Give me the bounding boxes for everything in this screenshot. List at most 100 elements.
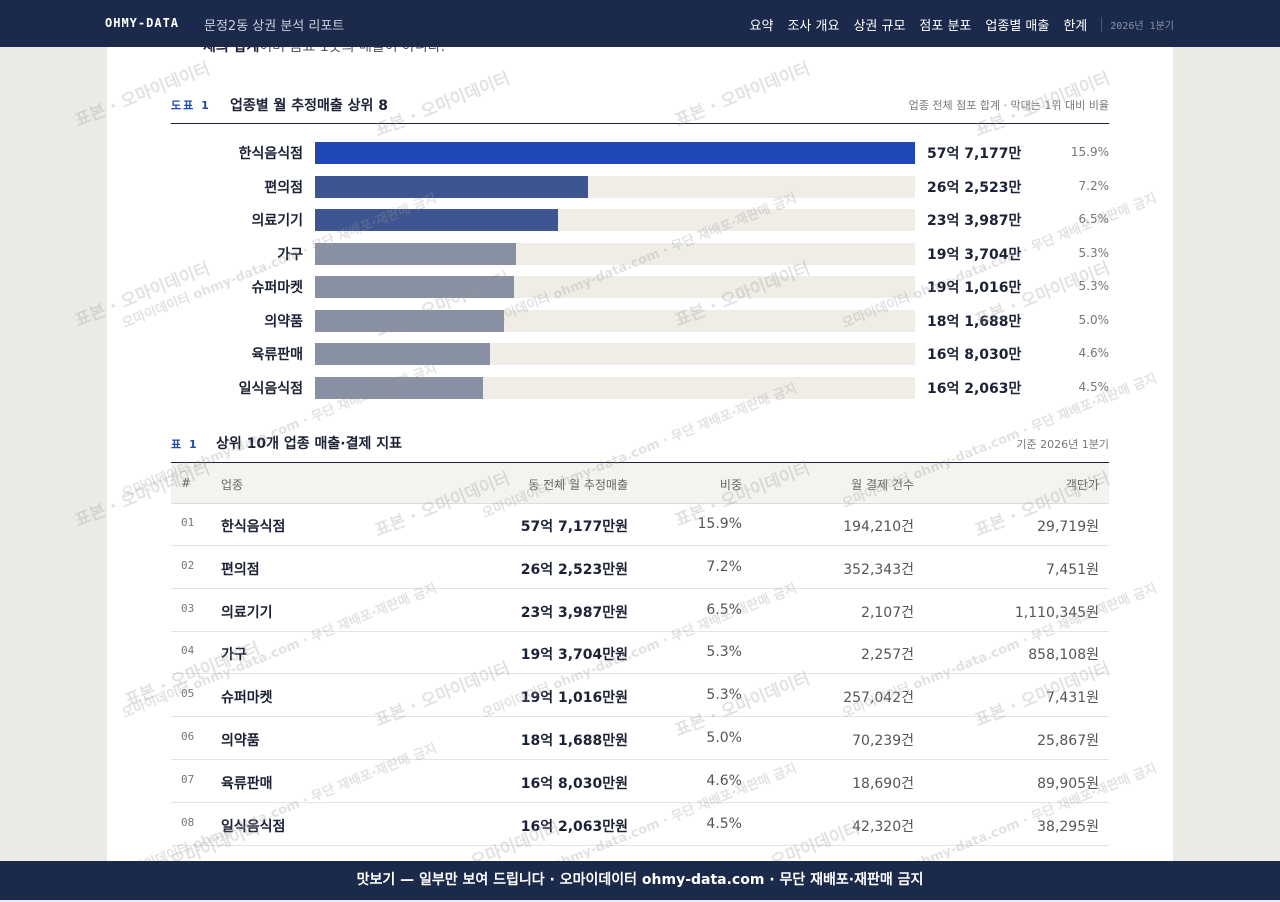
- nav-link[interactable]: 요약: [749, 19, 774, 34]
- bar-value: 16억 2,063만: [927, 380, 1022, 397]
- bar-share: 5.0%: [1078, 312, 1110, 327]
- table-note: 기준 2026년 1분기: [1016, 438, 1109, 451]
- table-row: [171, 503, 1109, 546]
- table-cell: 16억 8,030만원: [520, 775, 628, 792]
- nav-link[interactable]: 조사 개요: [787, 19, 840, 34]
- table-cell: 1,110,345원: [1014, 604, 1099, 621]
- table-cell: 19억 1,016만원: [520, 690, 628, 707]
- table-cell: 7.2%: [706, 558, 742, 575]
- bar: [315, 242, 517, 265]
- table-cell: 08: [181, 815, 195, 829]
- table-cell: 5.0%: [706, 730, 742, 746]
- table-cell: 육류판매: [221, 775, 273, 792]
- table-title: 상위 10개 업종 매출·결제 지표: [216, 436, 402, 452]
- table-cell: 29,719원: [1037, 519, 1099, 535]
- table-cell: 2,257건: [861, 647, 914, 664]
- bar-share: 15.9%: [1070, 145, 1109, 159]
- table-cell: 가구: [221, 647, 247, 664]
- bar-share: 5.3%: [1078, 279, 1110, 293]
- table-cell: 슈퍼마켓: [221, 690, 273, 707]
- table-cell: 7,431원: [1046, 690, 1099, 707]
- table-cell: 57억 7,177만원: [520, 519, 628, 535]
- table-row: [171, 674, 1109, 718]
- table-cell: 03: [181, 601, 195, 615]
- table-cell: 352,343건: [843, 561, 914, 578]
- table-cell: 04: [181, 644, 195, 658]
- bar-share: 5.3%: [1078, 245, 1110, 260]
- bar-value: 19억 1,016만: [927, 280, 1022, 296]
- bar-label: 슈퍼마켓: [251, 280, 303, 296]
- table-cell: 70,239건: [852, 733, 914, 749]
- report-title: 문정2동 상권 분석 리포트: [204, 19, 345, 34]
- table-cell: 18,690건: [852, 775, 914, 792]
- bar-value: 18억 1,688만: [927, 313, 1022, 330]
- table-cell: 06: [181, 730, 195, 743]
- table-header: 객단가: [1065, 478, 1099, 492]
- table-cell: 07: [181, 772, 195, 786]
- bar-label: 한식음식점: [238, 146, 303, 162]
- table-cell: 42,320건: [852, 818, 914, 835]
- table-row: [171, 589, 1109, 632]
- bar: [315, 276, 514, 298]
- bar: [315, 309, 504, 332]
- bar-value: 26억 2,523만: [927, 179, 1022, 196]
- table-header-row: [171, 463, 1109, 504]
- nav-link[interactable]: 업종별 매출: [985, 19, 1050, 34]
- table-cell: 23억 3,987만원: [520, 604, 628, 621]
- footer: 맛보기 — 일부만 보여 드립니다 · 오마이데이터 ohmy-data.com…: [0, 861, 1280, 900]
- bar-label: 가구: [277, 246, 303, 263]
- table-cell: 5.3%: [706, 644, 742, 661]
- bar-label: 육류판매: [251, 347, 303, 363]
- table-cell: 26억 2,523만원: [520, 561, 628, 578]
- table-cell: 의료기기: [221, 604, 273, 621]
- bar-value: 57억 7,177만: [927, 146, 1022, 162]
- bar-label: 의약품: [264, 313, 303, 330]
- nav-links: 요약 조사 개요 상권 규모 점포 분포 업종별 매출 한계 2026년 1분기: [750, 15, 1174, 34]
- bar-label: 의료기기: [251, 213, 303, 229]
- table-row: [171, 717, 1109, 760]
- table-cell: 89,905원: [1037, 775, 1099, 792]
- bar-share: 4.5%: [1078, 379, 1110, 394]
- bar-label: 일식음식점: [238, 380, 303, 397]
- table-cell: 4.6%: [706, 772, 742, 789]
- table-header: 업종: [221, 478, 244, 492]
- table-cell: 의약품: [221, 733, 260, 749]
- chart-title: 업종별 월 추정매출 상위 8: [230, 98, 389, 114]
- table-cell: 38,295원: [1037, 818, 1099, 835]
- nav-link[interactable]: 상권 규모: [853, 19, 906, 34]
- table-header: 비중: [719, 478, 742, 492]
- nav-link[interactable]: 한계: [1063, 19, 1088, 34]
- period: 2026년 1분기: [1101, 17, 1174, 32]
- table-cell: 편의점: [221, 561, 260, 578]
- table-header: 월 결제 건수: [851, 478, 914, 492]
- bar-value: 19억 3,704만: [927, 246, 1022, 263]
- rule: [171, 462, 1109, 463]
- table-cell: 02: [181, 558, 195, 572]
- bar-share: 6.5%: [1078, 212, 1110, 226]
- table-cell: 05: [181, 687, 195, 701]
- table-row: [171, 803, 1109, 846]
- brand[interactable]: OHMY-DATA: [105, 16, 180, 30]
- figure-label: 도표 1: [171, 99, 211, 112]
- bar-value: 16억 8,030만: [927, 347, 1022, 363]
- table-row: [171, 546, 1109, 589]
- table-cell: 4.5%: [706, 815, 742, 832]
- bar: [315, 343, 490, 365]
- table-cell: 25,867원: [1037, 733, 1099, 749]
- table-header: #: [181, 476, 192, 490]
- nav-link[interactable]: 점포 분포: [919, 19, 972, 34]
- table-cell: 18억 1,688만원: [520, 733, 628, 749]
- table-cell: 19억 3,704만원: [520, 647, 628, 664]
- table-cell: 194,210건: [843, 519, 914, 535]
- table-cell: 257,042건: [843, 690, 914, 707]
- bar: [315, 175, 588, 198]
- table-cell: 15.9%: [697, 516, 742, 532]
- chart-subtitle: 업종 전체 점포 합계 · 막대는 1위 대비 비율: [908, 99, 1109, 112]
- table-cell: 일식음식점: [221, 818, 286, 835]
- table-row: [171, 631, 1109, 675]
- table-cell: 2,107건: [861, 604, 914, 621]
- table-cell: 7,451원: [1046, 561, 1099, 578]
- bar: [315, 376, 484, 399]
- table-label: 표 1: [171, 438, 199, 451]
- table-cell: 6.5%: [706, 601, 742, 618]
